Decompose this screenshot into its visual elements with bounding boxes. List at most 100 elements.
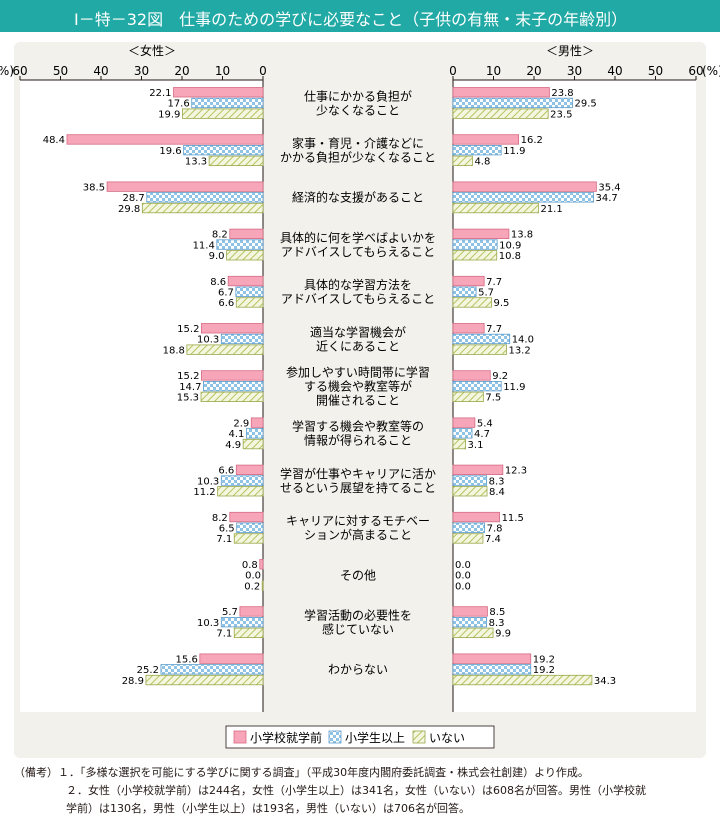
tick-label-right: 40 bbox=[607, 64, 622, 78]
bar-left-3 bbox=[226, 250, 264, 261]
bar-right-3 bbox=[452, 674, 593, 686]
data-label-left: 6.6 bbox=[218, 466, 234, 477]
bar-left-1 bbox=[66, 134, 264, 145]
data-label-left: 2.9 bbox=[233, 418, 249, 429]
bar-right-3 bbox=[452, 108, 549, 119]
data-label-left: 11.2 bbox=[193, 487, 215, 498]
bar-left-2 bbox=[236, 522, 264, 533]
bar-right-2 bbox=[452, 97, 573, 109]
bar-right-2 bbox=[452, 192, 594, 203]
bar-left-3 bbox=[141, 202, 264, 214]
data-label-right: 3.1 bbox=[468, 440, 484, 451]
bar-left-2 bbox=[220, 475, 264, 486]
bar-left-2 bbox=[191, 97, 264, 109]
tick-label-right: 50 bbox=[648, 64, 663, 78]
bar-left-2 bbox=[203, 380, 264, 392]
bar-right-3 bbox=[452, 297, 492, 308]
data-label-left: 15.2 bbox=[177, 371, 199, 382]
category-label: 学習活動の必要性を感じていない bbox=[304, 608, 412, 637]
bar-left-2 bbox=[220, 617, 264, 628]
data-label-right: 9.2 bbox=[492, 371, 508, 382]
data-label-right: 0.0 bbox=[455, 560, 471, 571]
category-label: 適当な学習機会が近くにあること bbox=[310, 324, 406, 353]
data-label-left: 8.6 bbox=[210, 277, 226, 288]
legend-swatch-2 bbox=[328, 730, 342, 744]
data-label-right: 8.5 bbox=[489, 607, 505, 618]
data-label-right: 29.5 bbox=[574, 99, 596, 110]
bar-left-1 bbox=[259, 559, 264, 570]
legend-swatch-3 bbox=[412, 730, 426, 744]
data-label-left: 5.7 bbox=[222, 607, 238, 618]
bar-right-1 bbox=[452, 228, 510, 240]
data-label-right: 19.2 bbox=[533, 665, 555, 676]
notes: （備考）１．「多様な選択を可能にする学びに関する調査」（平成30年度内閣府委託調… bbox=[14, 764, 714, 818]
data-label-right: 7.5 bbox=[485, 393, 501, 404]
bar-right-1 bbox=[452, 370, 491, 381]
data-label-right: 9.5 bbox=[493, 298, 509, 309]
data-label-left: 19.9 bbox=[158, 109, 180, 120]
bar-left-1 bbox=[235, 464, 264, 476]
panel-label-left: ＜女性＞ bbox=[128, 43, 176, 58]
data-label-right: 19.2 bbox=[533, 654, 555, 665]
bar-right-3 bbox=[452, 533, 484, 544]
category-label: 学習する機会や教室等の情報が得られること bbox=[292, 419, 424, 448]
tick-label-left: 0 bbox=[259, 64, 267, 78]
note-2: ２．女性（小学校就学前）は244名，女性（小学生以上）は341名，女性（いない）… bbox=[66, 784, 646, 797]
bar-left-3 bbox=[217, 486, 264, 497]
bar-right-1 bbox=[452, 323, 485, 334]
bar-right-1 bbox=[452, 87, 550, 98]
data-label-left: 6.5 bbox=[219, 524, 235, 535]
tick-label-left: 60 bbox=[12, 64, 27, 78]
bar-left-3 bbox=[233, 627, 264, 638]
bar-right-3 bbox=[452, 250, 498, 261]
data-label-left: 18.8 bbox=[163, 345, 185, 356]
data-label-right: 10.8 bbox=[499, 251, 521, 262]
data-label-right: 13.2 bbox=[508, 345, 530, 356]
data-label-left: 14.7 bbox=[179, 382, 201, 393]
category-label: 参加しやすい時間帯に学習する機会や教室等が開催されること bbox=[286, 365, 430, 408]
tick-label-right: 10 bbox=[486, 64, 501, 78]
tick-label-right: 30 bbox=[567, 64, 582, 78]
bar-left-2 bbox=[216, 239, 264, 250]
data-label-right: 34.7 bbox=[596, 193, 618, 204]
bar-right-1 bbox=[452, 134, 520, 145]
category-label: 家事・育児・介護などにかかる負担が少なくなること bbox=[280, 136, 436, 165]
tick-label-left: 30 bbox=[134, 64, 149, 78]
data-label-left: 6.7 bbox=[218, 288, 234, 299]
data-label-right: 16.2 bbox=[521, 135, 543, 146]
bar-right-3 bbox=[452, 438, 466, 450]
category-label: 具体的な学習方法をアドバイスしてもらえること bbox=[281, 277, 435, 306]
data-label-right: 5.4 bbox=[477, 418, 493, 429]
data-label-left: 22.1 bbox=[149, 88, 171, 99]
bar-left-1 bbox=[229, 228, 264, 240]
data-label-right: 4.7 bbox=[474, 429, 490, 440]
data-label-right: 7.4 bbox=[485, 534, 501, 545]
data-label-left: 8.2 bbox=[212, 230, 228, 241]
data-label-right: 8.4 bbox=[489, 487, 505, 498]
data-label-right: 10.9 bbox=[499, 240, 521, 251]
data-label-right: 13.8 bbox=[511, 230, 533, 241]
tick-label-left: 20 bbox=[174, 64, 189, 78]
bar-left-3 bbox=[186, 344, 264, 355]
data-label-left: 4.1 bbox=[228, 429, 244, 440]
tick-label-left: 50 bbox=[53, 64, 68, 78]
bar-right-2 bbox=[452, 475, 488, 486]
data-label-left: 13.3 bbox=[185, 157, 207, 168]
data-label-left: 11.4 bbox=[193, 240, 215, 251]
data-label-left: 17.6 bbox=[167, 99, 189, 110]
bar-right-3 bbox=[452, 486, 488, 497]
data-label-right: 7.7 bbox=[486, 324, 502, 335]
data-label-left: 15.3 bbox=[177, 393, 199, 404]
bar-right-1 bbox=[452, 653, 532, 664]
data-label-right: 7.8 bbox=[487, 524, 503, 535]
data-label-left: 8.2 bbox=[212, 513, 228, 524]
data-label-right: 12.3 bbox=[505, 466, 527, 477]
data-label-left: 0.8 bbox=[242, 560, 258, 571]
note-3: 学前）は130名，男性（小学生以上）は193名，男性（いない）は706名が回答。 bbox=[66, 802, 470, 815]
bar-left-2 bbox=[183, 144, 264, 156]
data-label-left: 15.2 bbox=[177, 324, 199, 335]
axis-unit-right: (%) bbox=[702, 64, 720, 78]
bar-left-3 bbox=[145, 674, 264, 686]
figure-title-bar: Ⅰ－特－32図 仕事のための学びに必要なこと（子供の有無・末子の年齢別） bbox=[0, 0, 720, 32]
bar-left-1 bbox=[201, 323, 264, 334]
